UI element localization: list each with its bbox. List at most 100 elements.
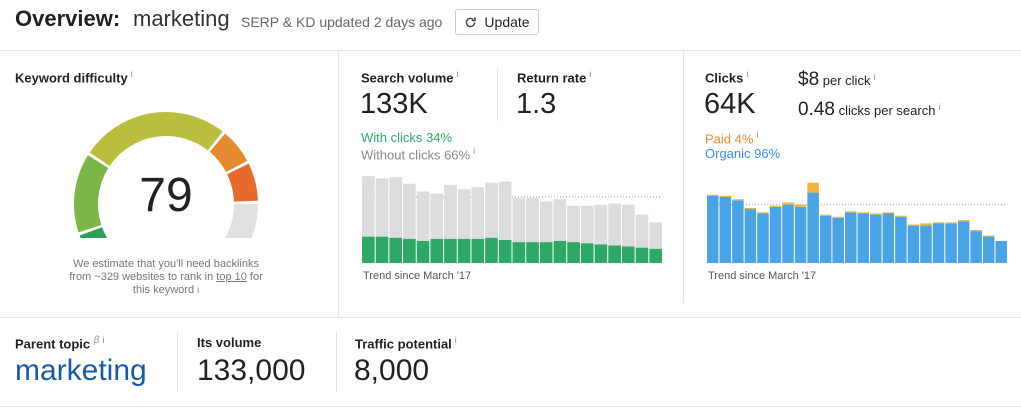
- chart-bar: [512, 198, 526, 243]
- chart-bar: [982, 235, 995, 237]
- without-clicks-stat: Without clicks 66% i: [361, 146, 476, 163]
- chart-bar: [707, 194, 719, 196]
- clicks-trend-label: Trend since March '17: [708, 270, 817, 282]
- difficulty-note: We estimate that you'll need backlinks f…: [69, 258, 263, 296]
- chart-bar: [567, 205, 580, 243]
- chart-bar: [895, 216, 907, 263]
- chart-bar: [416, 241, 430, 263]
- chart-bar: [819, 214, 832, 216]
- chart-bar: [832, 217, 844, 263]
- search-volume-trend-chart: [362, 176, 662, 263]
- divider: [0, 406, 1021, 407]
- chart-bar: [649, 248, 662, 263]
- chart-bar: [553, 199, 567, 241]
- updated-status: SERP & KD updated 2 days ago: [241, 14, 443, 30]
- chart-bar: [832, 216, 844, 218]
- chart-bar: [719, 195, 732, 197]
- chart-bar: [621, 246, 635, 263]
- chart-bar: [932, 222, 945, 224]
- divider: [177, 332, 178, 392]
- chart-bar: [945, 222, 957, 224]
- chart-bar: [782, 204, 794, 263]
- chart-bar: [594, 204, 608, 245]
- chart-bar: [403, 183, 416, 239]
- chart-bar: [844, 212, 857, 263]
- chart-bar: [957, 221, 970, 263]
- chart-bar: [995, 241, 1007, 263]
- page-title: Overview:: [15, 6, 121, 31]
- chart-bar: [498, 181, 512, 240]
- clicks-per-search: 0.48 clicks per search i: [798, 99, 941, 120]
- organic-clicks-stat: Organic 96%: [705, 146, 781, 161]
- chart-bar: [732, 200, 744, 263]
- chart-bar: [649, 222, 662, 249]
- divider: [497, 68, 498, 121]
- chart-bar: [580, 243, 594, 263]
- divider: [338, 51, 339, 317]
- cost-per-click: $8 per click i: [798, 69, 876, 90]
- chart-bar: [498, 239, 512, 263]
- chart-bar: [907, 224, 920, 226]
- chart-bar: [608, 203, 621, 246]
- chart-bar: [430, 193, 444, 239]
- gauge-segment: [89, 112, 223, 167]
- chart-bar: [807, 182, 819, 193]
- difficulty-gauge: [74, 112, 258, 238]
- chart-bar: [430, 238, 444, 263]
- chart-bar: [932, 223, 945, 263]
- chart-bar: [539, 201, 553, 243]
- info-icon[interactable]: i: [938, 101, 941, 112]
- chart-bar: [920, 225, 932, 263]
- chart-bar: [539, 242, 553, 263]
- chart-bar: [882, 212, 895, 214]
- with-clicks-stat: With clicks 34%: [361, 130, 453, 145]
- info-icon[interactable]: i: [102, 335, 105, 345]
- chart-bar: [719, 197, 732, 263]
- search-volume-label: Search volume i: [361, 69, 459, 86]
- chart-bar: [485, 237, 498, 263]
- top-10-link[interactable]: top 10: [216, 271, 247, 283]
- chart-bar: [757, 212, 769, 214]
- chart-bar: [403, 238, 416, 263]
- its-volume-value: 133,000: [197, 354, 306, 387]
- chart-bar: [907, 225, 920, 263]
- divider: [683, 51, 684, 303]
- info-icon[interactable]: i: [756, 130, 759, 140]
- chart-bar: [471, 238, 485, 263]
- chart-bar: [970, 230, 982, 232]
- chart-bar: [744, 208, 757, 210]
- parent-topic-link[interactable]: marketing: [15, 354, 147, 387]
- info-icon[interactable]: i: [197, 285, 200, 295]
- chart-bar: [819, 215, 832, 263]
- info-icon[interactable]: i: [589, 69, 592, 79]
- info-icon[interactable]: i: [456, 69, 459, 79]
- info-icon[interactable]: i: [454, 335, 457, 345]
- chart-bar: [621, 204, 635, 247]
- traffic-potential-value: 8,000: [354, 354, 430, 387]
- chart-bar: [782, 202, 794, 205]
- chart-bar: [794, 204, 807, 207]
- gauge-segment: [74, 155, 109, 233]
- info-icon[interactable]: i: [130, 69, 133, 79]
- chart-bar: [362, 176, 375, 237]
- update-button[interactable]: Update: [455, 9, 539, 35]
- chart-bar: [769, 206, 782, 263]
- chart-bar: [635, 247, 649, 263]
- chart-bar: [794, 206, 807, 263]
- search-volume-trend-label: Trend since March '17: [363, 270, 472, 282]
- chart-bar: [895, 215, 907, 217]
- info-icon[interactable]: i: [746, 69, 749, 79]
- chart-bar: [920, 223, 932, 226]
- gauge-segment: [209, 133, 248, 173]
- beta-icon: β: [93, 335, 100, 346]
- info-icon[interactable]: i: [873, 71, 876, 82]
- keyword-title: marketing: [133, 6, 230, 31]
- keyword-difficulty-label: Keyword difficulty i: [15, 69, 133, 86]
- chart-bar: [844, 211, 857, 213]
- chart-bar: [857, 213, 870, 263]
- traffic-potential-label: Traffic potential i: [355, 335, 457, 352]
- chart-bar: [707, 195, 719, 263]
- info-icon[interactable]: i: [473, 146, 476, 156]
- chart-bar: [444, 184, 457, 239]
